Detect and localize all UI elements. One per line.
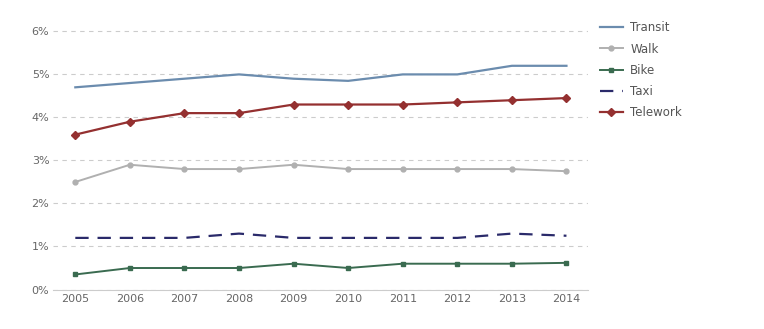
Walk [562, 169, 571, 173]
Transit [235, 72, 244, 76]
Transit [125, 81, 134, 85]
Taxi [453, 236, 462, 240]
Telework [71, 133, 80, 137]
Transit [398, 72, 407, 76]
Transit [71, 85, 80, 89]
Taxi [507, 232, 516, 236]
Taxi [71, 236, 80, 240]
Bike [562, 261, 571, 265]
Transit [344, 79, 353, 83]
Bike [453, 262, 462, 266]
Bike [507, 262, 516, 266]
Walk [71, 180, 80, 184]
Taxi [562, 234, 571, 238]
Walk [235, 167, 244, 171]
Taxi [289, 236, 298, 240]
Bike [398, 262, 407, 266]
Taxi [235, 232, 244, 236]
Walk [398, 167, 407, 171]
Transit [562, 64, 571, 68]
Telework [398, 103, 407, 107]
Line: Walk: Walk [73, 162, 569, 184]
Bike [125, 266, 134, 270]
Walk [180, 167, 189, 171]
Line: Transit: Transit [76, 66, 566, 87]
Taxi [398, 236, 407, 240]
Telework [453, 100, 462, 104]
Line: Telework: Telework [73, 95, 569, 138]
Line: Bike: Bike [73, 261, 569, 277]
Transit [453, 72, 462, 76]
Bike [71, 272, 80, 276]
Legend: Transit, Walk, Bike, Taxi, Telework: Transit, Walk, Bike, Taxi, Telework [600, 21, 682, 119]
Walk [453, 167, 462, 171]
Transit [180, 77, 189, 81]
Telework [507, 98, 516, 102]
Telework [180, 111, 189, 115]
Walk [289, 163, 298, 167]
Telework [344, 103, 353, 107]
Transit [507, 64, 516, 68]
Telework [289, 103, 298, 107]
Walk [125, 163, 134, 167]
Transit [289, 77, 298, 81]
Telework [235, 111, 244, 115]
Bike [235, 266, 244, 270]
Bike [180, 266, 189, 270]
Telework [562, 96, 571, 100]
Taxi [125, 236, 134, 240]
Taxi [180, 236, 189, 240]
Walk [344, 167, 353, 171]
Bike [344, 266, 353, 270]
Telework [125, 120, 134, 124]
Taxi [344, 236, 353, 240]
Line: Taxi: Taxi [76, 234, 566, 238]
Bike [289, 262, 298, 266]
Walk [507, 167, 516, 171]
